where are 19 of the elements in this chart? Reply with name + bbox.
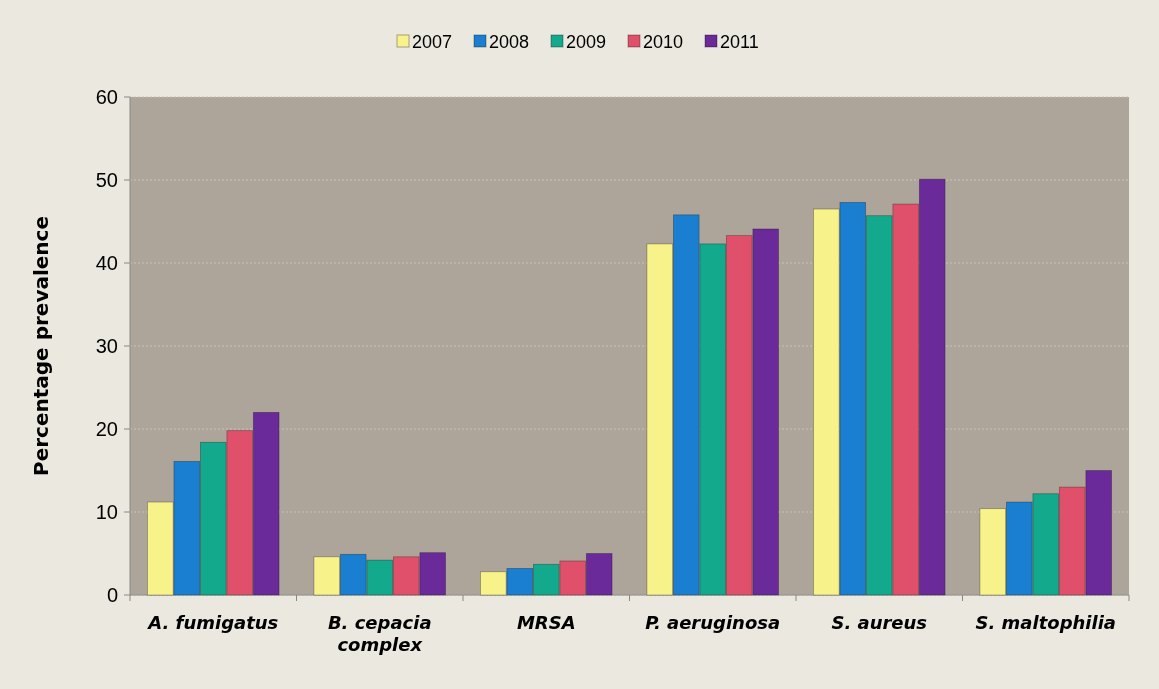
y-tick-label: 50 [95, 169, 118, 191]
legend-label: 2011 [720, 32, 759, 53]
legend-label: 2009 [566, 32, 607, 53]
x-tick-label: MRSA [516, 612, 576, 633]
y-tick-label: 60 [95, 86, 118, 108]
x-tick-label: B. cepacia complex [327, 612, 432, 655]
x-tick-label: A. fumigatus [146, 612, 279, 633]
legend-label: 2007 [412, 32, 453, 53]
y-tick-label: 30 [95, 335, 118, 357]
x-tick-label: S. maltophilia [975, 612, 1116, 633]
y-tick-label: 20 [95, 418, 118, 440]
x-tick-label: P. aeruginosa [645, 612, 781, 633]
legend-label: 2010 [643, 32, 684, 53]
legend-label: 2008 [489, 32, 530, 53]
y-tick-label: 10 [95, 501, 118, 523]
y-axis-title: Percentage prevalence [29, 216, 53, 476]
x-tick-label: S. aureus [831, 612, 928, 633]
y-tick-label: 0 [106, 584, 118, 606]
y-tick-label: 40 [95, 252, 118, 274]
